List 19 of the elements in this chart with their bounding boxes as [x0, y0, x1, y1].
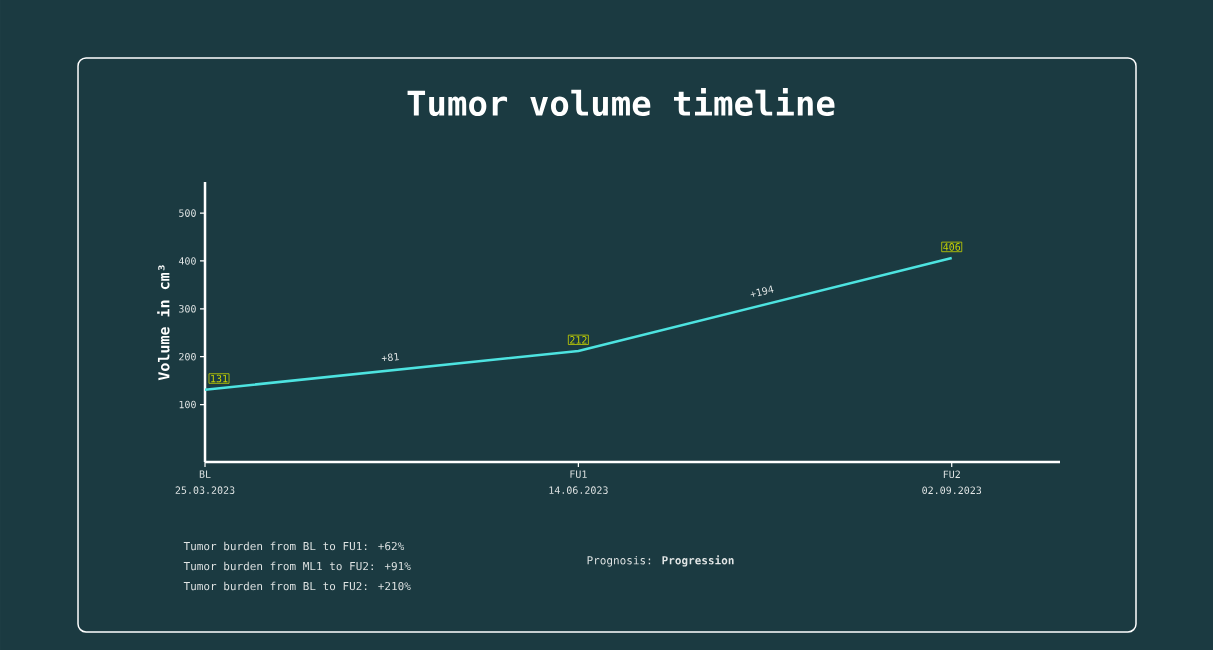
data-label: 131 — [211, 374, 228, 383]
data-label: 406 — [943, 243, 961, 251]
chart-title: Tumor volume timeline — [407, 87, 835, 117]
text: Tumor burden from BL to FU2: +210% — [183, 581, 411, 591]
text: Tumor burden from ML1 to FU2: +91% — [183, 561, 411, 571]
y-axis-title: Volume in cm³ — [157, 265, 170, 381]
y-tick-label: 200 — [179, 352, 196, 361]
x-tick-label: BL 25.03.2023 — [175, 470, 235, 494]
y-tick-label: 500 — [179, 209, 196, 217]
text: Prognosis: Progression — [587, 555, 734, 567]
y-tick-label: 100 — [179, 400, 196, 409]
annotation: +81 — [381, 352, 399, 362]
y-tick-label: 400 — [178, 257, 196, 265]
x-tick-label: FU2 02.09.2023 — [922, 470, 982, 495]
annotation: +194 — [750, 285, 774, 297]
data-label: 212 — [570, 336, 587, 344]
text: Tumor burden from BL to FU1: +62% — [183, 541, 405, 551]
x-tick-label: FU1 14.06.2023 — [549, 470, 608, 494]
y-tick-label: 300 — [179, 305, 196, 313]
